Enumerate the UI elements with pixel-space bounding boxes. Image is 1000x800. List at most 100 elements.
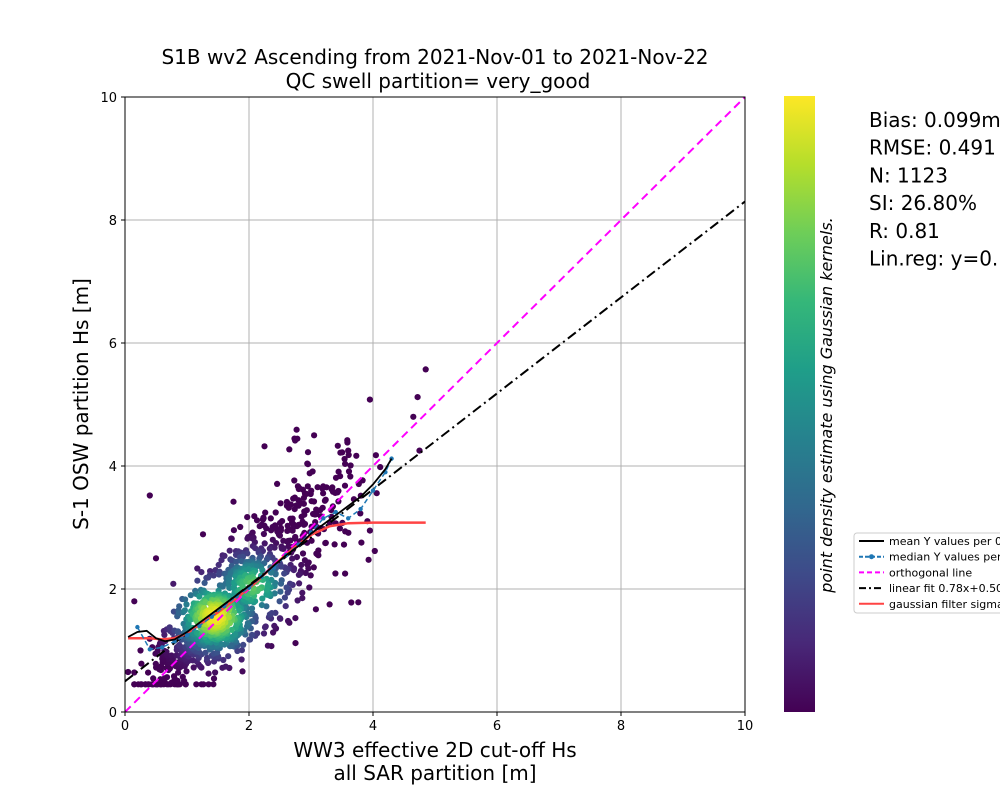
scatter-point bbox=[194, 565, 201, 572]
scatter-point bbox=[311, 432, 318, 439]
scatter-point bbox=[293, 554, 300, 561]
scatter-point bbox=[305, 565, 312, 572]
scatter-point bbox=[278, 545, 285, 552]
scatter-point bbox=[341, 482, 349, 489]
gaussian-filter-line bbox=[128, 521, 426, 641]
scatter-point bbox=[234, 647, 241, 655]
scatter-point bbox=[292, 437, 299, 444]
median-marker bbox=[209, 614, 214, 619]
scatter-point bbox=[190, 664, 197, 671]
y-tick-label: 4 bbox=[109, 460, 117, 475]
scatter-point bbox=[244, 514, 251, 521]
scatter-point bbox=[260, 630, 268, 637]
scatter-point bbox=[320, 490, 327, 497]
scatter-point bbox=[290, 495, 297, 502]
mean-line bbox=[127, 458, 393, 643]
median-marker bbox=[333, 509, 338, 515]
fit-lines bbox=[125, 97, 745, 712]
y-tick-label: 2 bbox=[109, 583, 117, 598]
scatter-point bbox=[260, 530, 267, 538]
median-marker bbox=[135, 624, 140, 630]
scatter-point bbox=[347, 462, 354, 469]
scatter-point bbox=[225, 579, 232, 587]
scatter-point bbox=[276, 615, 283, 622]
legend-label: orthogonal line bbox=[889, 566, 972, 579]
scatter-point bbox=[347, 473, 354, 480]
scatter-point bbox=[289, 555, 296, 562]
scatter-point bbox=[345, 451, 352, 459]
scatter-point bbox=[282, 603, 289, 610]
scatter-point bbox=[274, 480, 281, 487]
scatter-point bbox=[268, 527, 275, 534]
scatter-point bbox=[314, 484, 321, 491]
y-axis-label: S-1 OSW partition Hs [m] bbox=[69, 278, 93, 530]
plot-frame bbox=[124, 96, 746, 713]
legend-label: linear fit 0.78x+0.50 bbox=[889, 582, 1000, 595]
scatter-point bbox=[228, 535, 235, 542]
y-tick-label: 8 bbox=[109, 214, 117, 229]
scatter-point bbox=[152, 555, 160, 562]
scatter-point bbox=[150, 675, 157, 682]
median-marker bbox=[184, 632, 190, 638]
scatter-point bbox=[319, 485, 326, 492]
scatter-point bbox=[244, 620, 251, 627]
scatter-point bbox=[248, 605, 256, 612]
chart-title-line1: S1B wv2 Ascending from 2021-Nov-01 to 20… bbox=[161, 45, 708, 69]
scatter-point bbox=[292, 615, 299, 622]
scatter-point bbox=[299, 550, 307, 557]
scatter-point bbox=[261, 540, 268, 547]
scatter-point bbox=[272, 509, 279, 516]
scatter-point bbox=[410, 413, 417, 420]
scatter-point bbox=[277, 580, 285, 587]
x-axis-label-line1: WW3 effective 2D cut-off Hs bbox=[293, 738, 576, 762]
scatter-point bbox=[285, 617, 292, 625]
scatter-point bbox=[342, 460, 349, 467]
stats-block: Bias: 0.099m RMSE: 0.491 N: 1123 SI: 26.80%… bbox=[869, 108, 1000, 271]
scatter-point bbox=[210, 572, 217, 579]
scatter-point bbox=[268, 610, 275, 617]
x-tick-label: 8 bbox=[617, 719, 625, 734]
scatter-point bbox=[310, 510, 317, 518]
scatter-point bbox=[345, 468, 353, 475]
y-tick-label: 0 bbox=[109, 706, 117, 721]
scatter-point bbox=[187, 592, 194, 599]
scatter-point bbox=[334, 442, 341, 449]
scatter-point bbox=[373, 490, 380, 497]
legend: mean Y values per 0 median Y values per or… bbox=[853, 532, 1000, 614]
scatter-point bbox=[332, 474, 340, 481]
scatter-point bbox=[166, 665, 173, 672]
scatter-point bbox=[313, 506, 320, 513]
scatter-point bbox=[210, 675, 218, 682]
scatter-point bbox=[276, 532, 283, 539]
scatter-point bbox=[131, 669, 138, 676]
scatter-point bbox=[198, 569, 205, 576]
scatter-point bbox=[357, 510, 364, 517]
scatter-point bbox=[298, 513, 305, 520]
chart-title-line2: QC swell partition= very_good bbox=[286, 69, 591, 93]
scatter-point bbox=[215, 561, 222, 569]
scatter-point bbox=[166, 624, 173, 631]
scatter-point bbox=[307, 490, 314, 498]
scatter-point bbox=[294, 597, 301, 604]
scatter-point bbox=[179, 673, 186, 681]
scatter-point bbox=[266, 545, 273, 552]
median-marker bbox=[358, 506, 363, 512]
scatter-point bbox=[298, 561, 305, 569]
scatter-point bbox=[183, 601, 190, 608]
scatter-point bbox=[183, 668, 190, 675]
scatter-point bbox=[267, 515, 274, 522]
orthogonal-line bbox=[125, 97, 745, 712]
scatter-point bbox=[353, 452, 360, 459]
scatter-point bbox=[291, 477, 298, 484]
scatter-point bbox=[342, 528, 349, 535]
scatter-point bbox=[262, 509, 269, 516]
scatter-point bbox=[235, 607, 243, 614]
scatter-point bbox=[216, 570, 223, 577]
scatter-point bbox=[284, 589, 291, 596]
median-marker bbox=[321, 516, 326, 521]
x-tick-label: 10 bbox=[737, 719, 754, 734]
stats-line: N: 1123 bbox=[869, 163, 948, 187]
scatter-point bbox=[306, 470, 313, 477]
scatter-point bbox=[259, 516, 266, 523]
